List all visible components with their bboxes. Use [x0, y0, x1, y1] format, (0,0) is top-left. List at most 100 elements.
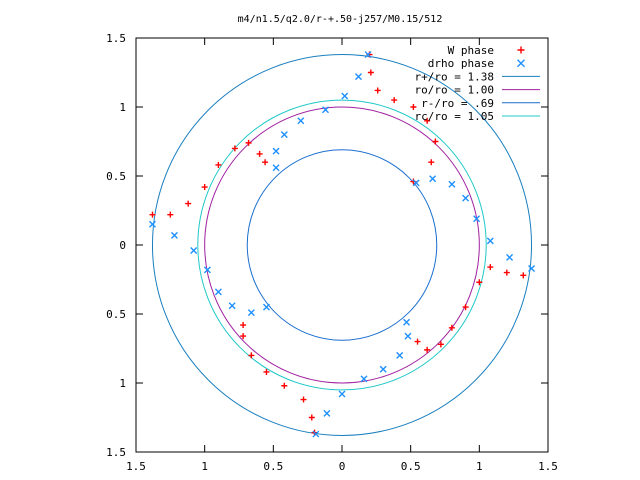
- point-mark: [312, 430, 320, 438]
- x-tick-label: 1: [201, 460, 208, 473]
- point-mark: [263, 368, 270, 375]
- point-series-0-8: [414, 338, 421, 345]
- y-tick-label: 1.5: [106, 446, 126, 459]
- point-mark: [190, 247, 198, 255]
- point-series-1-13: [228, 302, 236, 310]
- point-mark: [424, 117, 431, 124]
- point-series-0-5: [448, 324, 455, 331]
- y-tick-label: 1: [119, 377, 126, 390]
- point-series-0-19: [167, 211, 174, 218]
- point-series-0-29: [300, 396, 307, 403]
- legend-label: rc/ro = 1.05: [415, 110, 494, 123]
- point-mark: [215, 161, 222, 168]
- reference-circles: [151, 54, 533, 436]
- point-series-0-14: [424, 117, 431, 124]
- point-series-1-20: [379, 365, 387, 373]
- point-series-0-2: [487, 264, 494, 271]
- point-series-0-20: [185, 200, 192, 207]
- point-mark: [520, 272, 527, 279]
- point-series-1-9: [170, 231, 178, 239]
- point-series-0-18: [149, 211, 156, 218]
- point-mark: [149, 211, 156, 218]
- point-series-1-30: [429, 175, 437, 183]
- point-series-0-22: [215, 161, 222, 168]
- point-series-0-11: [374, 87, 381, 94]
- x-tick-label: 0.5: [263, 460, 283, 473]
- point-series-1-22: [404, 332, 412, 340]
- point-mark: [338, 390, 346, 398]
- point-series-0-16: [428, 159, 435, 166]
- y-tick-label: 1.5: [106, 32, 126, 45]
- point-series-0-12: [391, 97, 398, 104]
- chart-title: m4/n1.5/q2.0/r-+.50-j257/M0.15/512: [238, 14, 443, 25]
- x-tick-label: 0.5: [401, 460, 421, 473]
- point-series-1-4: [297, 117, 305, 125]
- point-mark: [247, 309, 255, 317]
- data-points: [148, 51, 536, 438]
- legend-label: W phase: [448, 44, 494, 57]
- point-mark: [391, 97, 398, 104]
- point-series-0-15: [432, 138, 439, 145]
- point-mark: [281, 382, 288, 389]
- x-tick-label: 1.5: [538, 460, 558, 473]
- circle-series-4: [246, 149, 438, 341]
- legend-marker: [517, 46, 525, 54]
- circle-series-2: [151, 54, 533, 436]
- point-mark: [473, 215, 481, 223]
- point-series-0-26: [262, 159, 269, 166]
- point-series-1-15: [262, 303, 270, 311]
- point-mark: [248, 352, 255, 359]
- point-mark: [185, 200, 192, 207]
- y-tick-label: 0.5: [106, 170, 126, 183]
- legend-entry-0: W phase: [448, 44, 525, 57]
- point-series-1-5: [280, 131, 288, 139]
- circle-series-5: [197, 99, 487, 391]
- point-mark: [297, 117, 305, 125]
- point-mark: [403, 318, 411, 326]
- legend-label: r+/ro = 1.38: [415, 70, 494, 83]
- legend-label: ro/ro = 1.00: [415, 84, 494, 97]
- legend-entry-5: rc/ro = 1.05: [415, 110, 540, 123]
- point-series-1-7: [272, 164, 280, 172]
- point-mark: [262, 159, 269, 166]
- point-series-1-10: [190, 247, 198, 255]
- point-series-1-31: [412, 179, 420, 187]
- point-mark: [354, 73, 362, 81]
- x-tick-label: 0: [339, 460, 346, 473]
- point-series-1-0: [364, 51, 372, 59]
- point-series-0-10: [367, 69, 374, 76]
- point-mark: [404, 332, 412, 340]
- point-mark: [410, 104, 417, 110]
- point-mark: [231, 145, 238, 152]
- point-mark: [503, 269, 510, 276]
- point-mark: [323, 409, 331, 417]
- point-mark: [272, 147, 280, 155]
- point-series-1-14: [247, 309, 255, 317]
- point-series-1-2: [341, 92, 349, 100]
- y-tick-label: 1: [119, 101, 126, 114]
- point-mark: [240, 322, 247, 329]
- point-mark: [428, 159, 435, 166]
- point-series-0-31: [263, 368, 270, 375]
- point-mark: [256, 150, 263, 157]
- legend-entry-4: r-/ro = .69: [421, 97, 540, 110]
- point-series-0-33: [240, 333, 247, 340]
- point-mark: [203, 266, 211, 274]
- point-mark: [262, 303, 270, 311]
- point-series-1-27: [473, 215, 481, 223]
- point-series-0-21: [201, 184, 208, 191]
- point-mark: [341, 92, 349, 100]
- point-mark: [379, 365, 387, 373]
- point-mark: [280, 131, 288, 139]
- point-series-0-7: [424, 346, 431, 353]
- point-mark: [432, 138, 439, 145]
- point-series-0-25: [256, 150, 263, 157]
- point-mark: [300, 396, 307, 403]
- legend-entry-2: r+/ro = 1.38: [415, 70, 540, 83]
- point-series-1-6: [272, 147, 280, 155]
- point-mark: [214, 288, 222, 296]
- point-mark: [429, 175, 437, 183]
- legend-marker: [517, 59, 525, 68]
- point-mark: [170, 231, 178, 239]
